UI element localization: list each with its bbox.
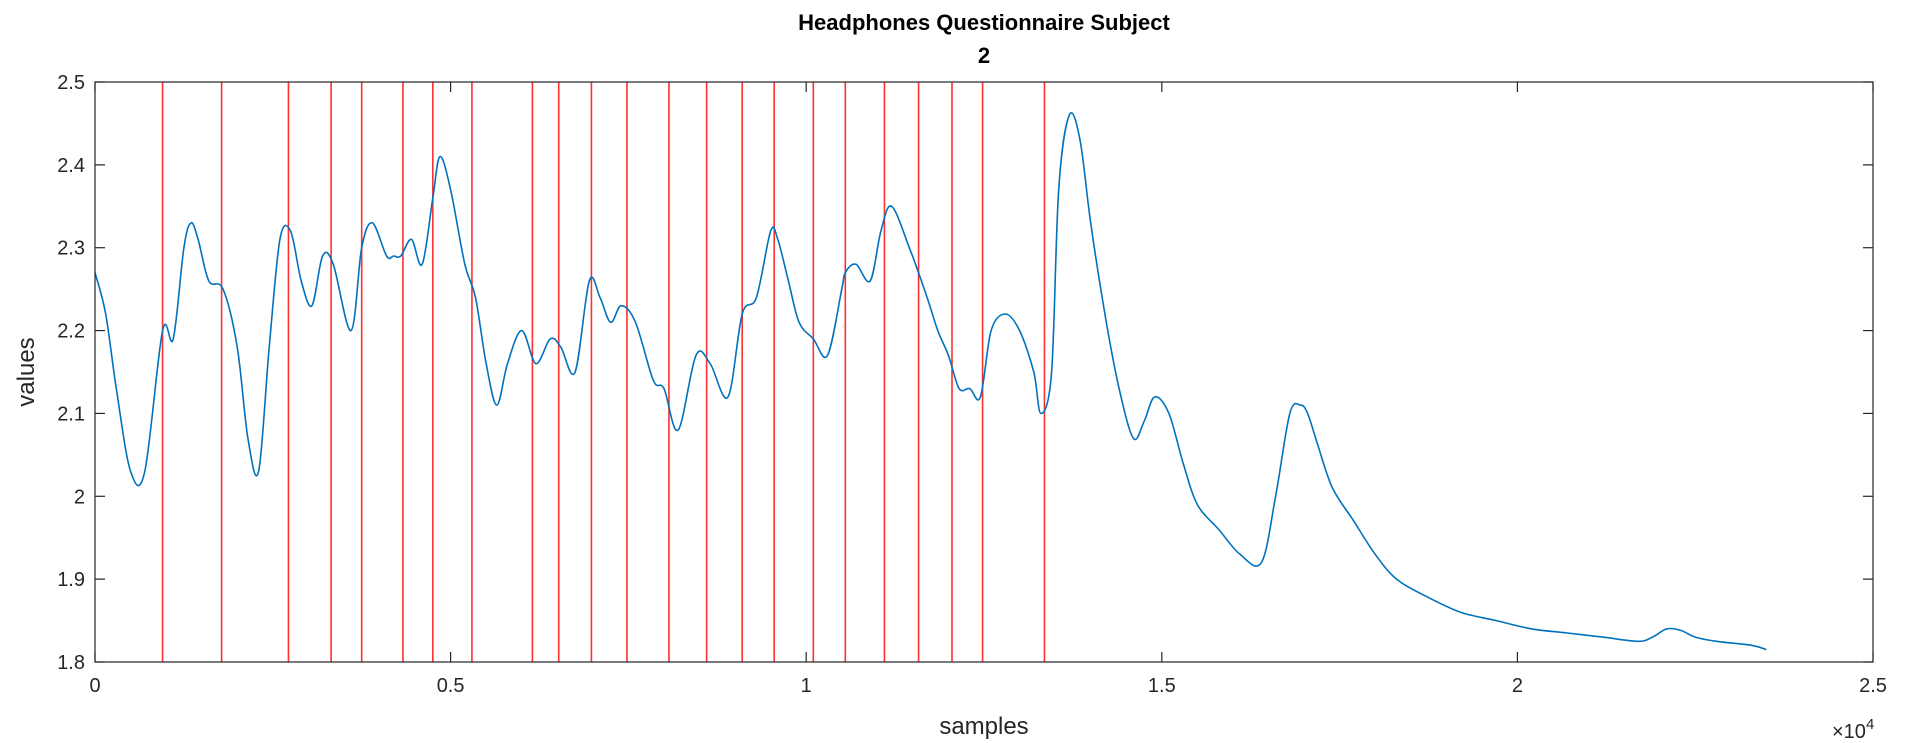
chart-subtitle: 2 — [978, 43, 990, 68]
x-tick-label: 1.5 — [1148, 675, 1176, 697]
y-tick-label: 1.9 — [57, 569, 85, 591]
x-exponent-power: 4 — [1866, 716, 1874, 733]
y-tick-label: 2.1 — [57, 403, 85, 425]
x-tick-label: 2.5 — [1859, 675, 1887, 697]
x-tick-label: 0.5 — [437, 675, 465, 697]
vertical-markers — [161, 82, 1046, 662]
chart-title: Headphones Questionnaire Subject — [798, 10, 1170, 35]
y-tick-label: 2.5 — [57, 72, 85, 94]
series-line — [94, 112, 1767, 651]
y-tick-label: 1.8 — [57, 652, 85, 674]
y-tick-label: 2.2 — [57, 321, 85, 343]
y-tick-label: 2.4 — [57, 155, 85, 177]
x-axis-exponent: ×104 — [1832, 716, 1874, 743]
x-axis-label: samples — [939, 713, 1028, 740]
x-tick-label: 2 — [1512, 675, 1523, 697]
series-group — [94, 112, 1767, 651]
x-tick-label: 0 — [89, 675, 100, 697]
y-tick-label: 2 — [74, 486, 85, 508]
x-tick-label: 1 — [801, 675, 812, 697]
x-exponent-base: ×10 — [1832, 721, 1866, 743]
axis-ticks: 0 0.5 1 1.5 2 2.5 1.8 1.9 2 2.1 2.2 2.3 2.4 2.5 — [57, 72, 1887, 697]
y-tick-label: 2.3 — [57, 238, 85, 260]
y-axis-label: values — [13, 337, 40, 406]
plot-area-frame — [94, 81, 1874, 663]
